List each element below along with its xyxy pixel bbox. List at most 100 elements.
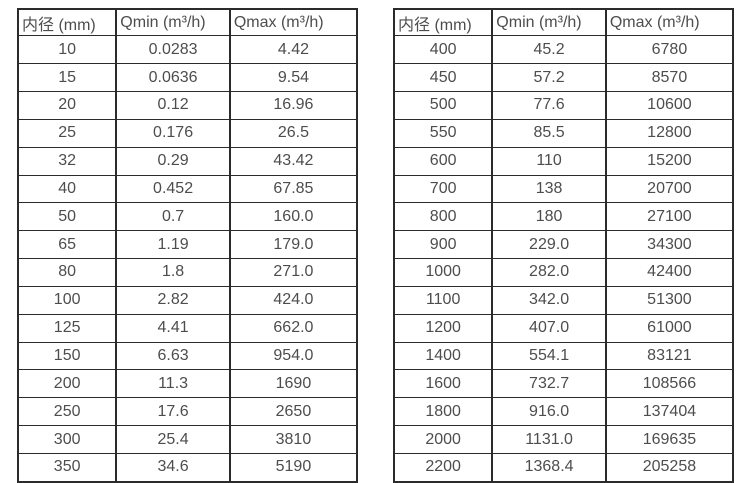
- qmax-cell: 42400: [604, 258, 735, 287]
- table-row: 10 0.0283 4.42: [16, 35, 359, 65]
- diameter-cell: 250: [16, 397, 118, 427]
- qmin-cell: 17.6: [115, 397, 231, 427]
- qmax-cell: 205258: [604, 452, 735, 483]
- qmin-cell: 25.4: [115, 425, 231, 454]
- diameter-cell: 800: [392, 202, 494, 232]
- qmin-cell: 0.29: [115, 146, 231, 176]
- table-row: 20 0.12 16.96: [16, 90, 359, 120]
- qmax-cell: 20700: [604, 174, 735, 204]
- qmax-cell: 67.85: [228, 174, 359, 204]
- qmin-cell: 1131.0: [491, 425, 607, 454]
- table-row: 150 6.63 954.0: [16, 341, 359, 371]
- qmin-cell: 0.7: [115, 202, 231, 232]
- header-row: 内径 (mm) Qmin (m³/h) Qmax (m³/h): [16, 8, 359, 37]
- qmin-cell: 0.176: [115, 118, 231, 148]
- header-cell-qmin: Qmin (m³/h): [115, 8, 231, 37]
- qmin-cell: 34.6: [115, 452, 231, 483]
- table-row: 700 138 20700: [392, 174, 735, 204]
- qmin-cell: 0.0283: [115, 35, 231, 65]
- qmax-cell: 10600: [604, 90, 735, 120]
- flow-table-right: 内径 (mm) Qmin (m³/h) Qmax (m³/h) 400 45.2 678…: [392, 8, 735, 483]
- table-row: 1400 554.1 83121: [392, 341, 735, 371]
- diameter-cell: 100: [16, 285, 118, 315]
- diameter-cell: 1100: [392, 285, 494, 315]
- table-row: 80 1.8 271.0: [16, 258, 359, 287]
- qmin-cell: 1.8: [115, 258, 231, 287]
- qmax-cell: 9.54: [228, 63, 359, 92]
- table-row: 800 180 27100: [392, 202, 735, 232]
- qmin-cell: 77.6: [491, 90, 607, 120]
- qmax-cell: 16.96: [228, 90, 359, 120]
- diameter-cell: 2000: [392, 425, 494, 454]
- diameter-cell: 450: [392, 63, 494, 92]
- qmin-cell: 180: [491, 202, 607, 232]
- qmin-cell: 85.5: [491, 118, 607, 148]
- qmin-cell: 1.19: [115, 230, 231, 260]
- qmin-cell: 0.12: [115, 90, 231, 120]
- table-row: 350 34.6 5190: [16, 452, 359, 483]
- diameter-cell: 600: [392, 146, 494, 176]
- diameter-cell: 125: [16, 313, 118, 343]
- qmax-cell: 15200: [604, 146, 735, 176]
- diameter-cell: 50: [16, 202, 118, 232]
- table-row: 500 77.6 10600: [392, 90, 735, 120]
- qmax-cell: 6780: [604, 35, 735, 65]
- table-row: 200 11.3 1690: [16, 369, 359, 399]
- diameter-cell: 300: [16, 425, 118, 454]
- diameter-cell: 350: [16, 452, 118, 483]
- qmin-cell: 554.1: [491, 341, 607, 371]
- qmin-cell: 229.0: [491, 230, 607, 260]
- table-row: 65 1.19 179.0: [16, 230, 359, 260]
- diameter-cell: 400: [392, 35, 494, 65]
- header-cell-qmax: Qmax (m³/h): [604, 8, 735, 37]
- diameter-cell: 1400: [392, 341, 494, 371]
- qmax-cell: 1690: [228, 369, 359, 399]
- table-row: 900 229.0 34300: [392, 230, 735, 260]
- diameter-cell: 900: [392, 230, 494, 260]
- qmax-cell: 51300: [604, 285, 735, 315]
- diameter-cell: 10: [16, 35, 118, 65]
- diameter-cell: 1800: [392, 397, 494, 427]
- qmax-cell: 26.5: [228, 118, 359, 148]
- qmax-cell: 27100: [604, 202, 735, 232]
- table-row: 100 2.82 424.0: [16, 285, 359, 315]
- header-cell-diameter: 内径 (mm): [392, 8, 494, 37]
- qmax-cell: 61000: [604, 313, 735, 343]
- diameter-cell: 1600: [392, 369, 494, 399]
- qmin-cell: 282.0: [491, 258, 607, 287]
- qmin-cell: 6.63: [115, 341, 231, 371]
- table-row: 1000 282.0 42400: [392, 258, 735, 287]
- qmax-cell: 83121: [604, 341, 735, 371]
- table-row: 2000 1131.0 169635: [392, 425, 735, 454]
- table-row: 1100 342.0 51300: [392, 285, 735, 315]
- table-row: 600 110 15200: [392, 146, 735, 176]
- header-cell-qmax: Qmax (m³/h): [228, 8, 359, 37]
- qmin-cell: 732.7: [491, 369, 607, 399]
- qmax-cell: 4.42: [228, 35, 359, 65]
- qmin-cell: 0.0636: [115, 63, 231, 92]
- qmax-cell: 5190: [228, 452, 359, 483]
- qmax-cell: 12800: [604, 118, 735, 148]
- table-row: 25 0.176 26.5: [16, 118, 359, 148]
- qmax-cell: 954.0: [228, 341, 359, 371]
- diameter-cell: 80: [16, 258, 118, 287]
- qmax-cell: 43.42: [228, 146, 359, 176]
- qmax-cell: 3810: [228, 425, 359, 454]
- table-row: 32 0.29 43.42: [16, 146, 359, 176]
- table-row: 50 0.7 160.0: [16, 202, 359, 232]
- diameter-cell: 40: [16, 174, 118, 204]
- header-cell-qmin: Qmin (m³/h): [491, 8, 607, 37]
- table-row: 400 45.2 6780: [392, 35, 735, 65]
- diameter-cell: 65: [16, 230, 118, 260]
- table-row: 15 0.0636 9.54: [16, 63, 359, 92]
- qmin-cell: 342.0: [491, 285, 607, 315]
- qmin-cell: 57.2: [491, 63, 607, 92]
- qmin-cell: 138: [491, 174, 607, 204]
- diameter-cell: 1000: [392, 258, 494, 287]
- diameter-cell: 200: [16, 369, 118, 399]
- table-row: 250 17.6 2650: [16, 397, 359, 427]
- table-row: 40 0.452 67.85: [16, 174, 359, 204]
- qmax-cell: 169635: [604, 425, 735, 454]
- qmax-cell: 179.0: [228, 230, 359, 260]
